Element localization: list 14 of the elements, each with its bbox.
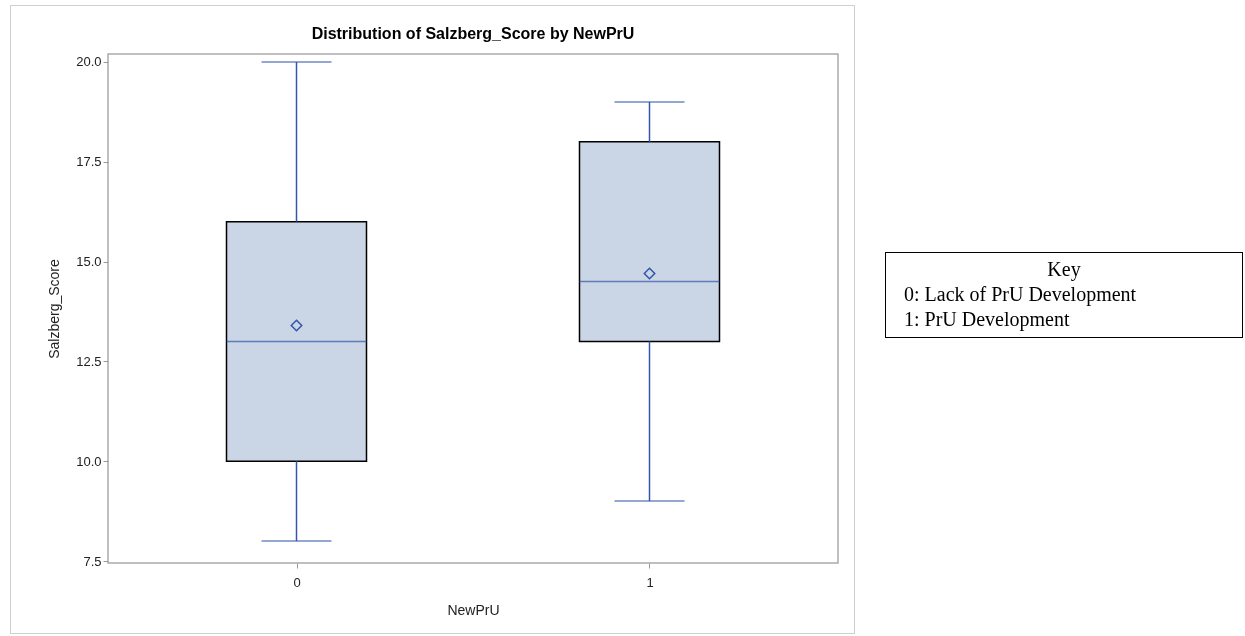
y-tick-label: 20.0: [76, 54, 102, 70]
y-tick-label: 15.0: [76, 254, 102, 270]
text: 1: PrU Development: [904, 307, 1071, 332]
text: Key: [1046, 257, 1082, 282]
chart-title: Distribution of Salzberg_Score by NewPrU: [311, 25, 635, 42]
y-tick-label: 10.0: [76, 453, 102, 469]
x-tick-label: 1: [646, 574, 654, 590]
y-tick-label: 12.5: [76, 353, 102, 369]
x-tick-label: 0: [293, 574, 301, 590]
y-tick-label: 7.5: [83, 553, 102, 569]
y-tick-label: 17.5: [76, 154, 102, 170]
text: 0: Lack of PrU Development: [904, 282, 1138, 307]
x-axis-title: NewPrU: [447, 601, 500, 618]
y-axis-title: Salzberg_Score: [46, 258, 63, 359]
